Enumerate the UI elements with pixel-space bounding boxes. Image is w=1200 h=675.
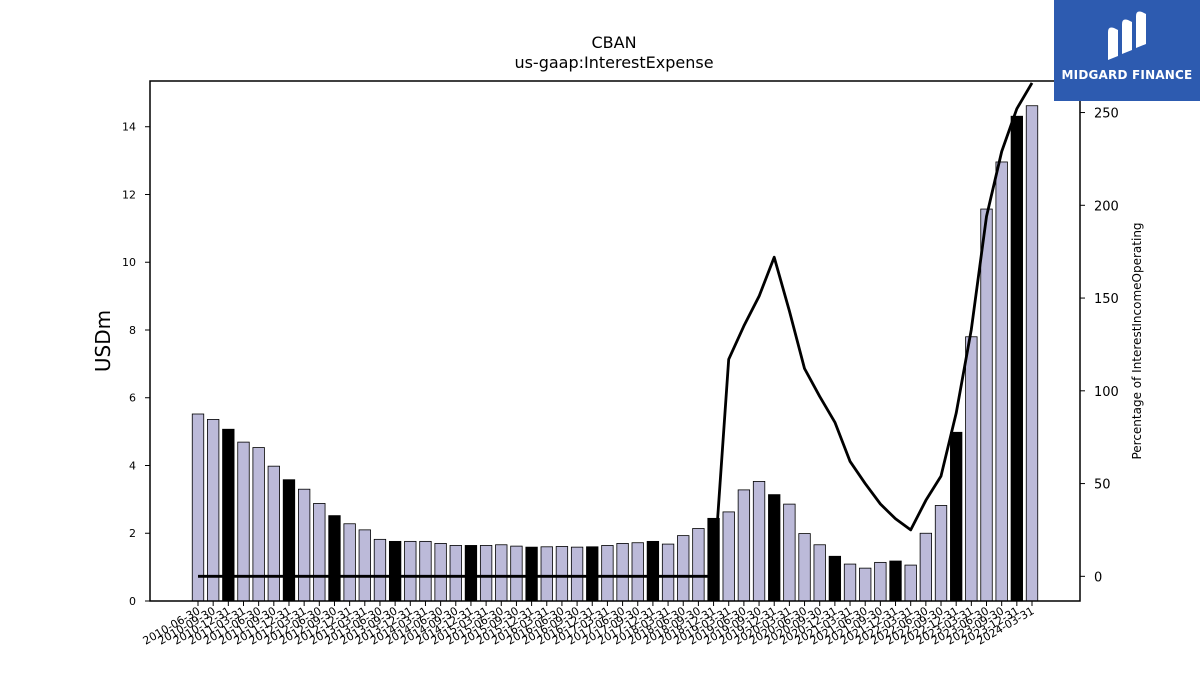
y-tick-label: 8 xyxy=(129,324,136,337)
bar-2019-12-31 xyxy=(768,494,781,602)
series-line xyxy=(198,82,1034,578)
bar-2014-09-30 xyxy=(449,545,462,602)
bar-2021-12-31 xyxy=(889,560,902,602)
plot-frame xyxy=(149,80,1081,602)
y2-tick-label: 150 xyxy=(1094,292,1119,307)
y2-axis-label: Percentage of InterestIncomeOperating xyxy=(1130,222,1144,459)
bar-2011-06-30 xyxy=(252,447,265,602)
y-tick-label: 2 xyxy=(129,527,136,540)
bar-2022-09-30 xyxy=(934,505,948,602)
bar-2014-06-30 xyxy=(434,543,447,602)
bar-2020-09-30 xyxy=(813,544,826,602)
bar-2012-09-30 xyxy=(328,515,341,602)
bar-2021-09-30 xyxy=(874,561,887,602)
bar-2016-12-31 xyxy=(586,546,599,602)
y2-tick-label: 250 xyxy=(1094,107,1119,122)
x-axis: 2010-06-302010-09-302010-12-312011-03-31… xyxy=(141,601,1037,648)
bar-2012-06-30 xyxy=(313,503,326,602)
y-axis-label: USDm xyxy=(91,310,115,372)
bar-group xyxy=(191,105,1039,602)
bar-2016-03-31 xyxy=(540,546,553,602)
bar-2015-09-30 xyxy=(510,545,523,602)
midgard-m-icon xyxy=(1108,11,1146,60)
bar-2018-09-30 xyxy=(692,528,705,602)
bar-2019-03-31 xyxy=(722,511,735,602)
y-tick-label: 10 xyxy=(122,256,136,269)
y-tick-label: 0 xyxy=(129,595,136,608)
y2-tick-label: 200 xyxy=(1094,199,1119,214)
bar-2017-03-31 xyxy=(601,545,614,602)
bar-2016-09-30 xyxy=(570,546,584,602)
y2-tick-label: 100 xyxy=(1094,385,1119,400)
bar-2018-03-31 xyxy=(661,543,675,602)
bar-2023-03-31 xyxy=(965,336,978,602)
y-tick-label: 12 xyxy=(122,188,136,201)
y2-tick-label: 0 xyxy=(1094,570,1102,585)
brand-name: MIDGARD FINANCE xyxy=(1061,68,1193,82)
bar-2013-06-30 xyxy=(373,538,387,602)
bar-2015-12-31 xyxy=(525,546,538,602)
line-layer xyxy=(198,82,1034,578)
bar-2022-03-31 xyxy=(904,564,917,602)
bar-2019-06-30 xyxy=(737,489,751,602)
bar-2023-09-30 xyxy=(995,161,1008,602)
left-axis: 0 2 4 6 8 10 12 14 xyxy=(122,121,150,608)
bar-2017-12-31 xyxy=(646,540,660,602)
bar-2013-03-31 xyxy=(358,529,371,602)
right-axis: 0 50 100 150 200 250 xyxy=(1080,107,1119,585)
y-tick-label: 14 xyxy=(122,121,136,134)
bar-2014-12-31 xyxy=(464,545,478,602)
bar-2020-06-30 xyxy=(798,533,811,602)
bar-2019-09-30 xyxy=(752,481,766,602)
bar-2020-12-31 xyxy=(828,555,842,602)
bar-2020-03-31 xyxy=(783,503,796,602)
bar-2015-06-30 xyxy=(495,544,508,602)
bar-2011-09-30 xyxy=(267,465,280,602)
bar-2017-06-30 xyxy=(616,543,629,602)
bar-2010-09-30 xyxy=(207,419,220,602)
chart-title: CBAN xyxy=(591,33,636,52)
bar-2012-12-31 xyxy=(343,523,356,602)
y2-tick-label: 50 xyxy=(1094,478,1111,493)
bar-2022-06-30 xyxy=(919,532,933,602)
bar-2023-06-30 xyxy=(980,208,993,602)
chart-subtitle: us-gaap:InterestExpense xyxy=(514,53,713,72)
bar-2016-06-30 xyxy=(555,546,569,602)
bar-2021-06-30 xyxy=(859,567,872,602)
bar-2024-03-31 xyxy=(1025,105,1039,602)
y-tick-label: 6 xyxy=(129,392,136,405)
bar-2012-03-31 xyxy=(297,488,311,602)
bar-2013-12-31 xyxy=(404,540,417,602)
bar-2023-12-31 xyxy=(1010,115,1023,602)
brand-logo: MIDGARD FINANCE xyxy=(1054,0,1200,101)
bar-2021-03-31 xyxy=(843,563,857,602)
y-tick-label: 4 xyxy=(129,459,136,472)
bar-2011-12-31 xyxy=(282,479,296,602)
bar-2013-09-30 xyxy=(388,540,402,602)
bar-2018-06-30 xyxy=(677,535,690,602)
bar-2015-03-31 xyxy=(479,545,493,602)
bar-2017-09-30 xyxy=(631,542,644,602)
bar-2022-12-31 xyxy=(950,431,963,602)
bar-2014-03-31 xyxy=(419,540,432,602)
bar-2010-06-30 xyxy=(191,413,205,602)
